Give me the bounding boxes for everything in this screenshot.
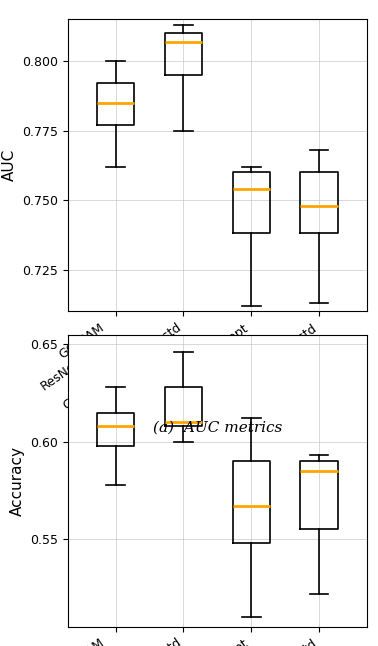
Y-axis label: AUC: AUC (2, 149, 17, 182)
Text: (a)  AUC metrics: (a) AUC metrics (153, 421, 282, 435)
Y-axis label: Accuracy: Accuracy (10, 446, 25, 516)
